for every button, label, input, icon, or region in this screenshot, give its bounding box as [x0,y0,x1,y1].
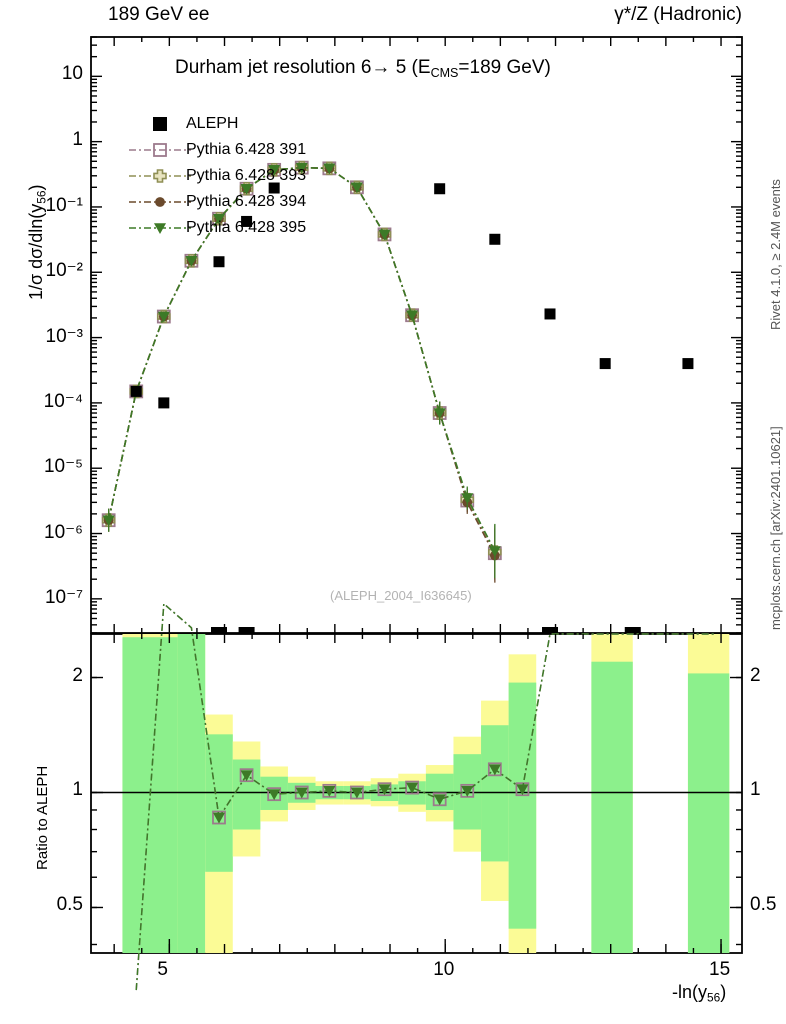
ratio-data-marker [268,789,281,801]
aleph-data-marker [158,397,170,409]
main-data-marker [295,162,308,174]
y-tick-label-main: 10⁻¹ [45,194,84,216]
main-data-marker [212,213,225,225]
x-axis-label: -ln(y56) [672,982,726,1005]
legend-item-pythia-391[interactable]: Pythia 6.428 391 [186,141,307,158]
y-tick-label-main: 10⁻⁵ [43,456,83,478]
ratio-data-marker [350,787,363,799]
aleph-data-marker [544,308,556,320]
aleph-data-marker [268,182,280,194]
header-right-label: γ*/Z (Hadronic) [614,4,742,25]
aleph-data-marker [489,233,501,245]
ratio-data-marker [406,782,419,794]
ratio-data-marker [212,812,225,824]
analysis-id-watermark: (ALEPH_2004_I636645) [330,588,472,603]
y-tick-label-main: 1 [72,128,83,150]
ratio-band-inner [481,725,509,862]
y-tick-label-ratio: 1 [72,779,83,801]
main-data-marker [461,493,474,504]
plot-title-text: Durham jet resolution 6→ 5 (E [175,57,431,78]
aleph-data-marker [213,256,225,268]
aleph-clipped-marker [210,627,227,634]
legend-marker-2 [153,169,167,183]
main-data-marker [350,182,363,194]
aleph-clipped-marker [624,627,641,634]
x-tick-label: 10 [433,959,455,980]
aleph-data-marker [241,215,253,227]
x-axis-label-tail: ) [720,982,727,1002]
main-data-marker [240,183,253,195]
x-tick-label: 15 [709,959,731,980]
legend-marker-4 [154,223,166,234]
main-data-marker [433,408,446,420]
ratio-data-marker [240,770,253,782]
main-data-marker [185,255,198,267]
y-tick-label-ratio-right: 1 [750,779,761,801]
ratio-panel [91,602,742,991]
y-tick-label-ratio-right: 0.5 [750,894,777,916]
legend-marker-0 [153,117,167,131]
aleph-data-marker [130,385,142,397]
y-tick-label-main: 10⁻⁶ [44,521,83,543]
y-tick-label-ratio: 0.5 [56,894,83,916]
y-tick-label-main: 10⁻⁷ [44,586,83,608]
main-data-marker [488,546,501,558]
plot-title-subscript: CMS [430,65,459,80]
aleph-data-marker [434,183,446,195]
y-tick-label-ratio-right: 2 [750,664,761,686]
legend: ALEPH Pythia 6.428 391 Pythia 6.428 393 … [186,111,306,241]
x-tick-label: 5 [157,959,168,980]
legend-item-pythia-395[interactable]: Pythia 6.428 395 [186,219,307,236]
y-tick-label-main: 10⁻⁴ [43,390,83,412]
ratio-data-marker [323,786,336,797]
ratio-frame [90,633,743,954]
aleph-clipped-marker [542,627,559,634]
header-left-label: 189 GeV ee [108,4,210,25]
x-axis-label-subscript: 56 [707,990,721,1005]
plot-title: Durham jet resolution 6→ 5 (ECMS=189 GeV… [175,57,551,80]
main-data-marker [323,163,336,175]
main-data-marker [157,311,170,323]
ratio-data-marker [295,787,308,799]
legend-marker-1 [153,143,167,157]
plot-title-tail: =189 GeV) [458,57,551,78]
legend-marker-3 [155,197,165,207]
aleph-clipped-marker [238,627,255,634]
y-tick-label-ratio: 2 [72,664,83,686]
main-frame [90,36,743,634]
legend-item-pythia-393[interactable]: Pythia 6.428 393 [186,167,307,184]
ratio-band-inner [591,661,633,953]
main-data-marker [102,515,115,527]
y-tick-label-main: 10⁻² [45,260,84,282]
main-data-marker [268,165,281,176]
ratio-band-inner [508,682,537,929]
ratio-data-marker [516,784,529,796]
ratio-series-line [135,602,716,991]
legend-item-aleph[interactable]: ALEPH [186,115,239,132]
legend-markers [129,117,191,234]
legend-item-pythia-394[interactable]: Pythia 6.428 394 [186,193,307,210]
y-tick-label-main: 10 [61,63,83,85]
main-data-marker [406,310,419,322]
aleph-data-marker [599,358,611,370]
ratio-data-marker [433,794,446,806]
x-axis-label-text: -ln(y [672,982,707,1002]
ratio-band-inner [687,673,730,953]
ratio-data-marker [378,784,391,796]
y-tick-label-main: 10⁻³ [45,325,84,347]
main-panel [90,36,743,954]
ratio-data-marker [488,764,501,776]
aleph-data-marker [682,358,694,370]
ratio-data-marker [461,786,474,797]
main-data-marker [378,229,391,241]
